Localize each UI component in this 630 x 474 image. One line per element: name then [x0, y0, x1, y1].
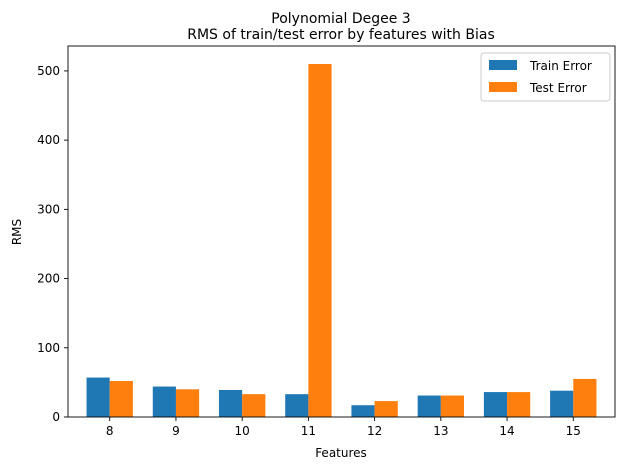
y-tick-label: 0: [52, 410, 60, 424]
x-tick-label: 11: [301, 424, 316, 438]
bar-test-error-13: [440, 395, 465, 417]
chart-title: Polynomial Degee 3: [271, 11, 410, 27]
x-axis-label: Features: [315, 446, 367, 460]
axes-layer: [67, 45, 616, 418]
y-tick-label: 400: [37, 133, 60, 147]
bar-train-error-11: [285, 394, 309, 417]
chart-subtitle: RMS of train/test error by features with…: [187, 27, 495, 43]
bar-train-error-14: [483, 392, 508, 417]
bar-test-error-11: [308, 64, 332, 417]
bars-layer: [86, 64, 597, 417]
x-tick-label: 10: [235, 424, 250, 438]
x-tick-label: 8: [106, 424, 114, 438]
legend-label-train-error: Train Error: [529, 59, 592, 73]
x-tick-label: 13: [433, 424, 448, 438]
bar-train-error-8: [86, 377, 110, 417]
x-tick-label: 12: [367, 424, 382, 438]
y-axis-label: RMS: [10, 219, 24, 245]
bar-train-error-13: [417, 395, 441, 417]
bar-test-error-15: [573, 378, 597, 417]
x-tick-label: 14: [499, 424, 514, 438]
plot-frame: [67, 45, 616, 418]
y-tick-label: 200: [37, 272, 60, 286]
x-tick-label: 15: [566, 424, 581, 438]
y-tick-label: 500: [37, 64, 60, 78]
x-tick-label: 9: [172, 424, 180, 438]
bar-test-error-14: [507, 392, 531, 417]
bar-test-error-9: [175, 389, 200, 417]
legend-swatch-train-error: [489, 60, 517, 70]
y-tick-label: 300: [37, 202, 60, 216]
legend-swatch-test-error: [489, 82, 517, 92]
legend: Train Error Test Error: [480, 52, 611, 102]
bar-train-error-15: [550, 390, 574, 417]
bar-train-error-9: [152, 386, 176, 417]
bar-test-error-10: [242, 394, 266, 417]
legend-label-test-error: Test Error: [529, 81, 587, 95]
bar-test-error-12: [374, 401, 398, 417]
y-tick-label: 100: [37, 341, 60, 355]
bar-test-error-8: [109, 381, 133, 417]
ticks-layer: 8 9 10 11 12 13 14 15 0 100 200 300 400 500: [37, 64, 581, 438]
bar-train-error-12: [351, 405, 375, 417]
bar-train-error-10: [218, 390, 243, 417]
